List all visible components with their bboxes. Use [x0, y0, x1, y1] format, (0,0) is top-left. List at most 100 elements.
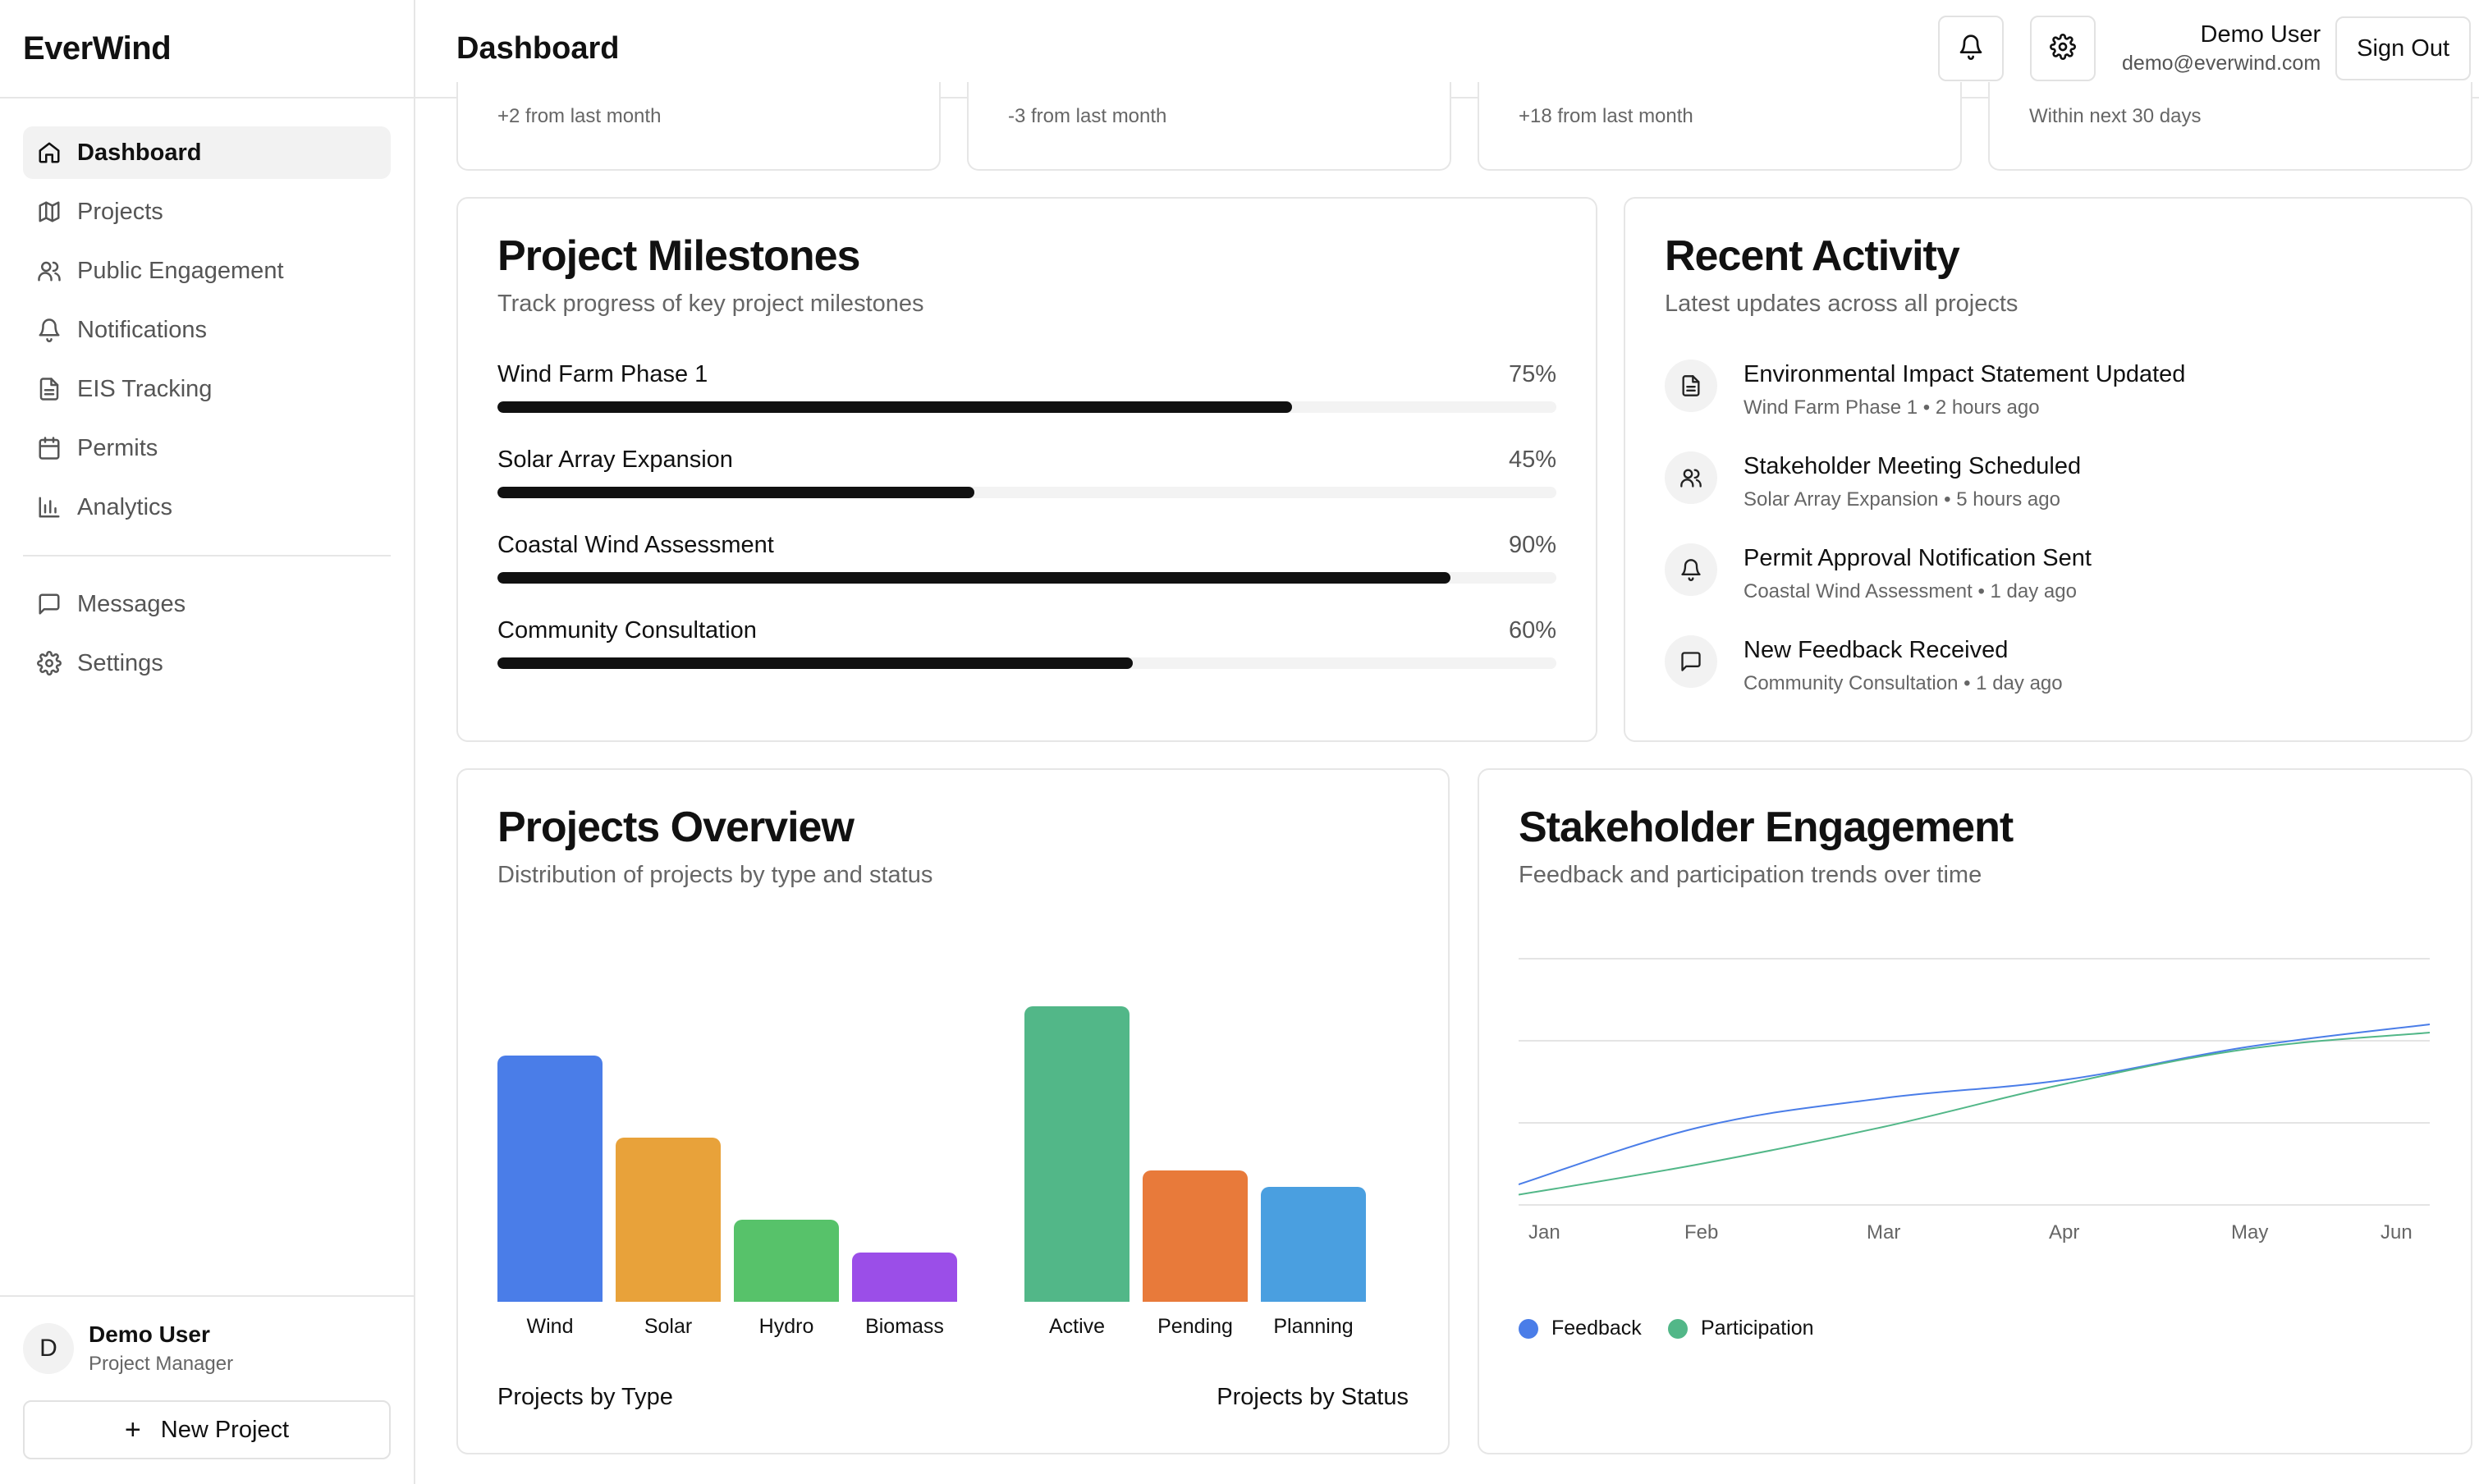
bar-pending[interactable]	[1143, 1170, 1248, 1302]
milestone-label: Wind Farm Phase 1	[497, 361, 708, 387]
milestone-label: Solar Array Expansion	[497, 447, 733, 473]
milestone-label: Coastal Wind Assessment	[497, 532, 774, 558]
legend-label: Feedback	[1551, 1317, 1642, 1340]
milestones-title: Project Milestones	[497, 232, 860, 280]
sidebar-item-label: Settings	[77, 649, 163, 676]
header-user-info: Demo User demo@everwind.com	[2122, 21, 2321, 76]
milestone-percent: 90%	[1508, 532, 1556, 558]
calendar-icon	[36, 435, 62, 461]
settings-button[interactable]	[2030, 16, 2096, 81]
activity-item-title: Stakeholder Meeting Scheduled	[1744, 453, 2082, 479]
activity-item[interactable]: Environmental Impact Statement Updated Wi…	[1665, 360, 2438, 419]
sidebar: EverWind Dashboard Projects Public Engag…	[0, 0, 415, 1484]
message-icon	[36, 591, 62, 617]
milestones-subtitle: Track progress of key project milestones	[497, 291, 924, 317]
activity-item[interactable]: New Feedback Received Community Consultat…	[1665, 635, 2438, 695]
sign-out-button[interactable]: Sign Out	[2335, 16, 2471, 80]
sidebar-item-eis-tracking[interactable]: EIS Tracking	[23, 363, 391, 415]
milestone-percent: 45%	[1508, 447, 1556, 473]
stat-card: Within next 30 days	[1988, 82, 2472, 171]
sidebar-item-label: Notifications	[77, 316, 207, 343]
plus-icon: +	[124, 1413, 141, 1445]
sidebar-item-label: Permits	[77, 434, 158, 461]
milestone-item: Coastal Wind Assessment 90%	[497, 532, 1556, 584]
activity-card: Recent Activity Latest updates across al…	[1624, 197, 2472, 742]
sidebar-item-label: Messages	[77, 590, 186, 617]
bar-label: Active	[1048, 1315, 1106, 1338]
x-tick-label: Mar	[1867, 1221, 1901, 1244]
avatar: D	[23, 1323, 74, 1374]
users-icon	[36, 258, 62, 284]
sidebar-item-settings[interactable]: Settings	[23, 637, 391, 689]
bar-hydro[interactable]	[734, 1220, 839, 1302]
legend-item-participation[interactable]: Participation	[1668, 1317, 1814, 1340]
x-tick-label: May	[2231, 1221, 2269, 1244]
legend-item-feedback[interactable]: Feedback	[1519, 1317, 1642, 1340]
progress-track	[497, 487, 1556, 498]
sidebar-item-label: Public Engagement	[77, 257, 284, 284]
bar-label: Wind	[526, 1315, 574, 1338]
bar-solar[interactable]	[616, 1138, 721, 1302]
series-participation[interactable]	[1519, 1032, 2431, 1196]
sidebar-item-analytics[interactable]: Analytics	[23, 481, 391, 534]
sidebar-item-permits[interactable]: Permits	[23, 422, 391, 474]
sidebar-item-label: EIS Tracking	[77, 375, 213, 402]
activity-item-meta: Solar Array Expansion • 5 hours ago	[1744, 488, 2060, 511]
progress-fill	[497, 572, 1450, 584]
sidebar-item-projects[interactable]: Projects	[23, 186, 391, 238]
message-icon	[1665, 635, 1717, 688]
series-feedback[interactable]	[1519, 1024, 2431, 1185]
sidebar-user[interactable]: D Demo User Project Manager	[23, 1321, 391, 1376]
bar-active[interactable]	[1024, 1006, 1130, 1302]
bar-biomass[interactable]	[852, 1253, 957, 1302]
stat-change: Within next 30 days	[2029, 105, 2202, 127]
legend-dot	[1519, 1318, 1538, 1339]
stat-change: +18 from last month	[1519, 105, 1693, 127]
bar-wind[interactable]	[497, 1056, 603, 1302]
x-tick-label: Jun	[2380, 1221, 2413, 1244]
stat-change: -3 from last month	[1008, 105, 1167, 127]
milestones-card: Project Milestones Track progress of key…	[456, 197, 1597, 742]
bell-icon	[1665, 543, 1717, 596]
bar-label: Solar	[644, 1315, 693, 1338]
activity-subtitle: Latest updates across all projects	[1665, 291, 2018, 317]
sidebar-item-label: Dashboard	[77, 139, 202, 166]
milestone-percent: 60%	[1508, 617, 1556, 644]
engagement-subtitle: Feedback and participation trends over t…	[1519, 862, 1982, 888]
gear-icon	[36, 650, 62, 676]
gear-icon	[2050, 33, 2076, 64]
engagement-line-chart	[1519, 958, 2431, 1206]
projects-overview-card: Projects Overview Distribution of projec…	[456, 768, 1450, 1454]
app-logo[interactable]: EverWind	[0, 0, 414, 98]
activity-item-title: New Feedback Received	[1744, 637, 2009, 663]
progress-track	[497, 657, 1556, 669]
legend-label: Participation	[1701, 1317, 1814, 1340]
bar-label: Planning	[1273, 1315, 1354, 1338]
activity-item-title: Permit Approval Notification Sent	[1744, 545, 2092, 571]
new-project-button[interactable]: + New Project	[23, 1400, 391, 1459]
sidebar-item-public-engagement[interactable]: Public Engagement	[23, 245, 391, 297]
user-name: Demo User	[89, 1321, 210, 1347]
sidebar-item-label: Projects	[77, 198, 163, 225]
milestone-label: Community Consultation	[497, 617, 757, 644]
progress-track	[497, 572, 1556, 584]
activity-item[interactable]: Stakeholder Meeting Scheduled Solar Array…	[1665, 451, 2438, 511]
activity-title: Recent Activity	[1665, 232, 1960, 280]
progress-fill	[497, 401, 1292, 413]
notifications-button[interactable]	[1938, 16, 2005, 81]
map-icon	[36, 199, 62, 225]
by-status-label: Projects by Status	[1217, 1384, 1409, 1410]
sidebar-item-messages[interactable]: Messages	[23, 578, 391, 630]
sidebar-divider	[23, 555, 391, 556]
bar-planning[interactable]	[1261, 1187, 1366, 1302]
activity-item-meta: Community Consultation • 1 day ago	[1744, 672, 2063, 694]
sidebar-item-notifications[interactable]: Notifications	[23, 304, 391, 356]
milestone-item: Wind Farm Phase 1 75%	[497, 361, 1556, 413]
activity-item[interactable]: Permit Approval Notification Sent Coastal…	[1665, 543, 2438, 603]
milestone-item: Solar Array Expansion 45%	[497, 447, 1556, 498]
activity-item-meta: Coastal Wind Assessment • 1 day ago	[1744, 580, 2077, 602]
legend-dot	[1668, 1318, 1688, 1339]
header-user-email: demo@everwind.com	[2122, 52, 2321, 75]
activity-item-meta: Wind Farm Phase 1 • 2 hours ago	[1744, 396, 2040, 419]
sidebar-item-dashboard[interactable]: Dashboard	[23, 126, 391, 179]
